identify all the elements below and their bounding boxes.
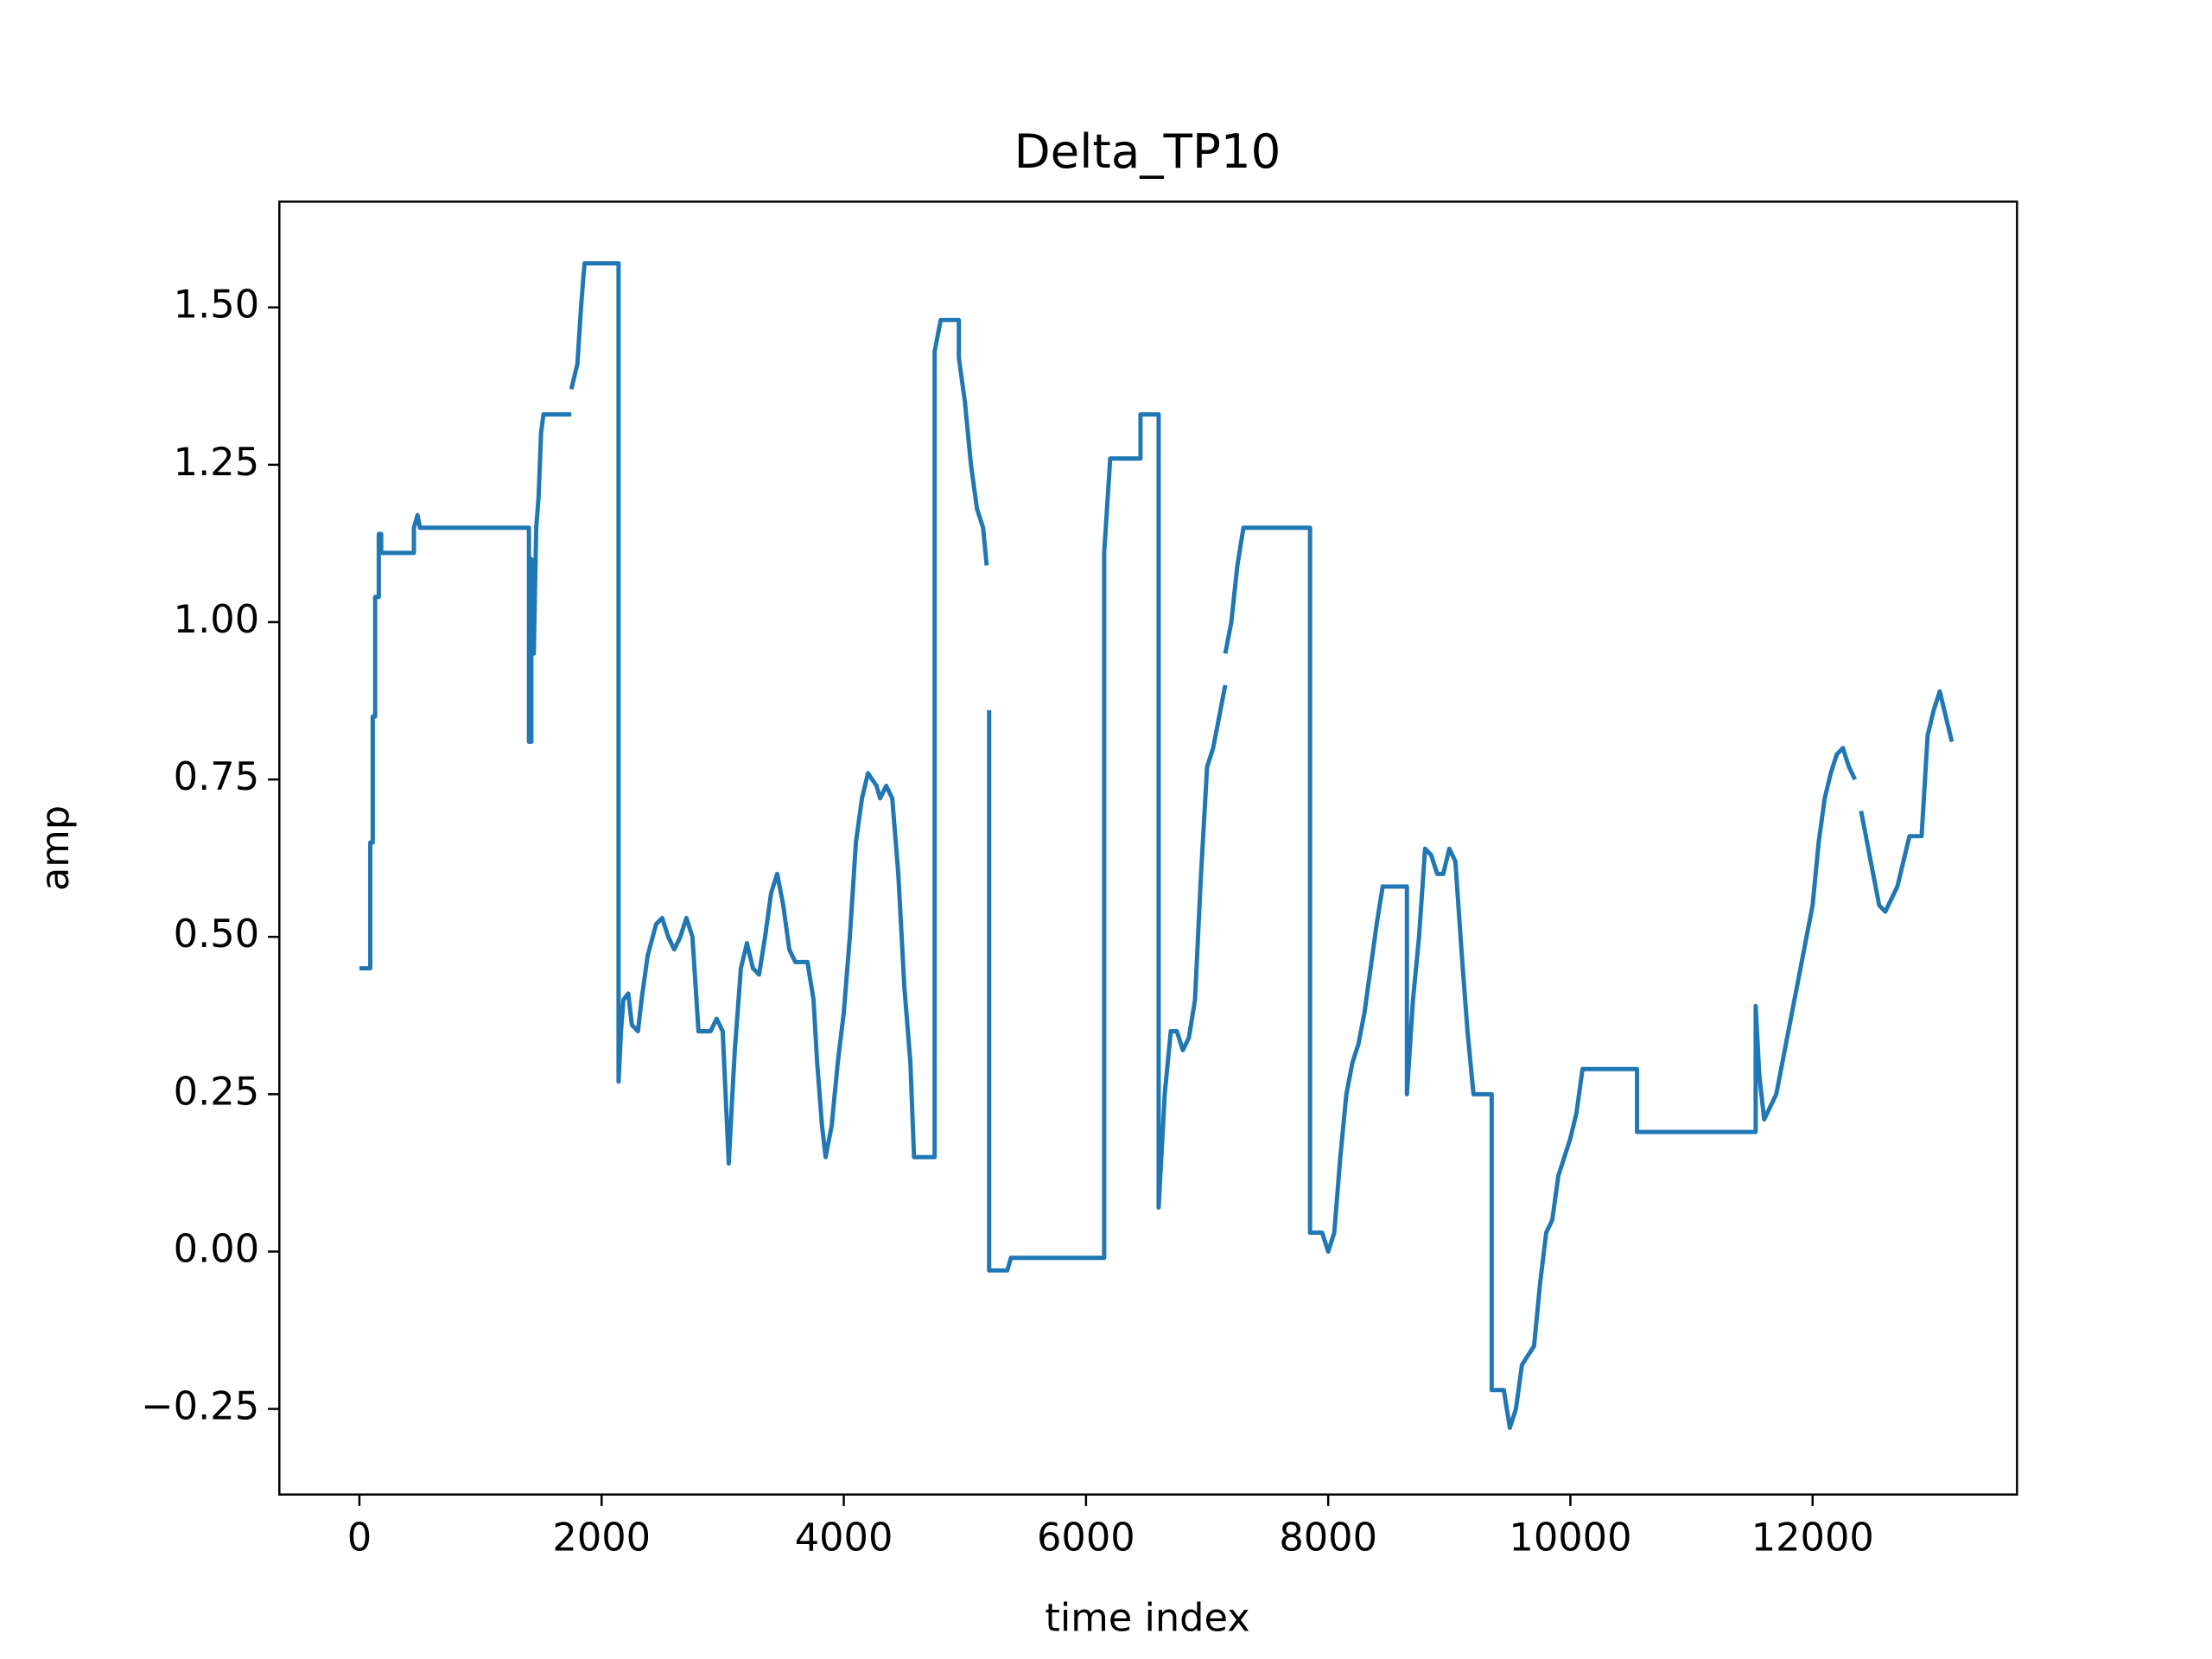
x-tick-label: 10000 [1509,1516,1631,1560]
y-tick-label: 1.25 [174,440,259,485]
x-tick-label: 0 [347,1516,372,1560]
y-tick-label: 1.50 [174,283,259,327]
chart-title: Delta_TP10 [1014,124,1281,179]
x-tick-label: 4000 [795,1516,893,1560]
y-tick-label: −0.25 [141,1384,259,1429]
x-tick-label: 2000 [552,1516,651,1560]
y-tick-label: 0.00 [174,1226,259,1271]
y-tick-label: 0.50 [174,912,259,957]
x-tick-label: 8000 [1279,1516,1377,1560]
y-axis-label: amp [33,805,78,891]
data-line [359,261,1955,1430]
x-tick-label: 12000 [1751,1516,1874,1560]
y-tick-label: 0.75 [174,754,259,799]
y-tick-label: 1.00 [174,597,259,642]
y-tick-label: 0.25 [174,1069,259,1114]
x-axis-label: time index [1045,1595,1249,1640]
plot-frame [278,200,2018,1496]
x-tick-label: 6000 [1037,1516,1135,1560]
